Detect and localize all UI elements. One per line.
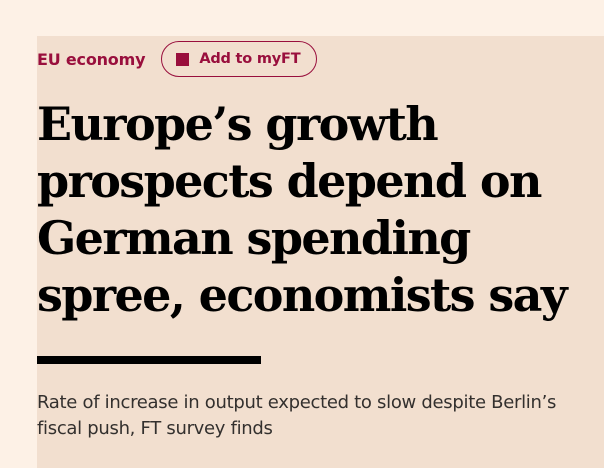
topic-link[interactable]: EU economy (37, 49, 146, 69)
article-headline: Europe’s growth prospects depend on Germ… (37, 97, 568, 322)
headline-divider (37, 356, 261, 364)
article-header-panel (37, 36, 604, 468)
article-standfirst: Rate of increase in output expected to s… (37, 392, 557, 439)
add-to-myft-button[interactable]: Add to myFT (161, 41, 318, 77)
add-to-myft-label: Add to myFT (199, 51, 301, 67)
square-icon (176, 52, 190, 66)
topic-row: EU economy Add to myFT (37, 40, 318, 78)
